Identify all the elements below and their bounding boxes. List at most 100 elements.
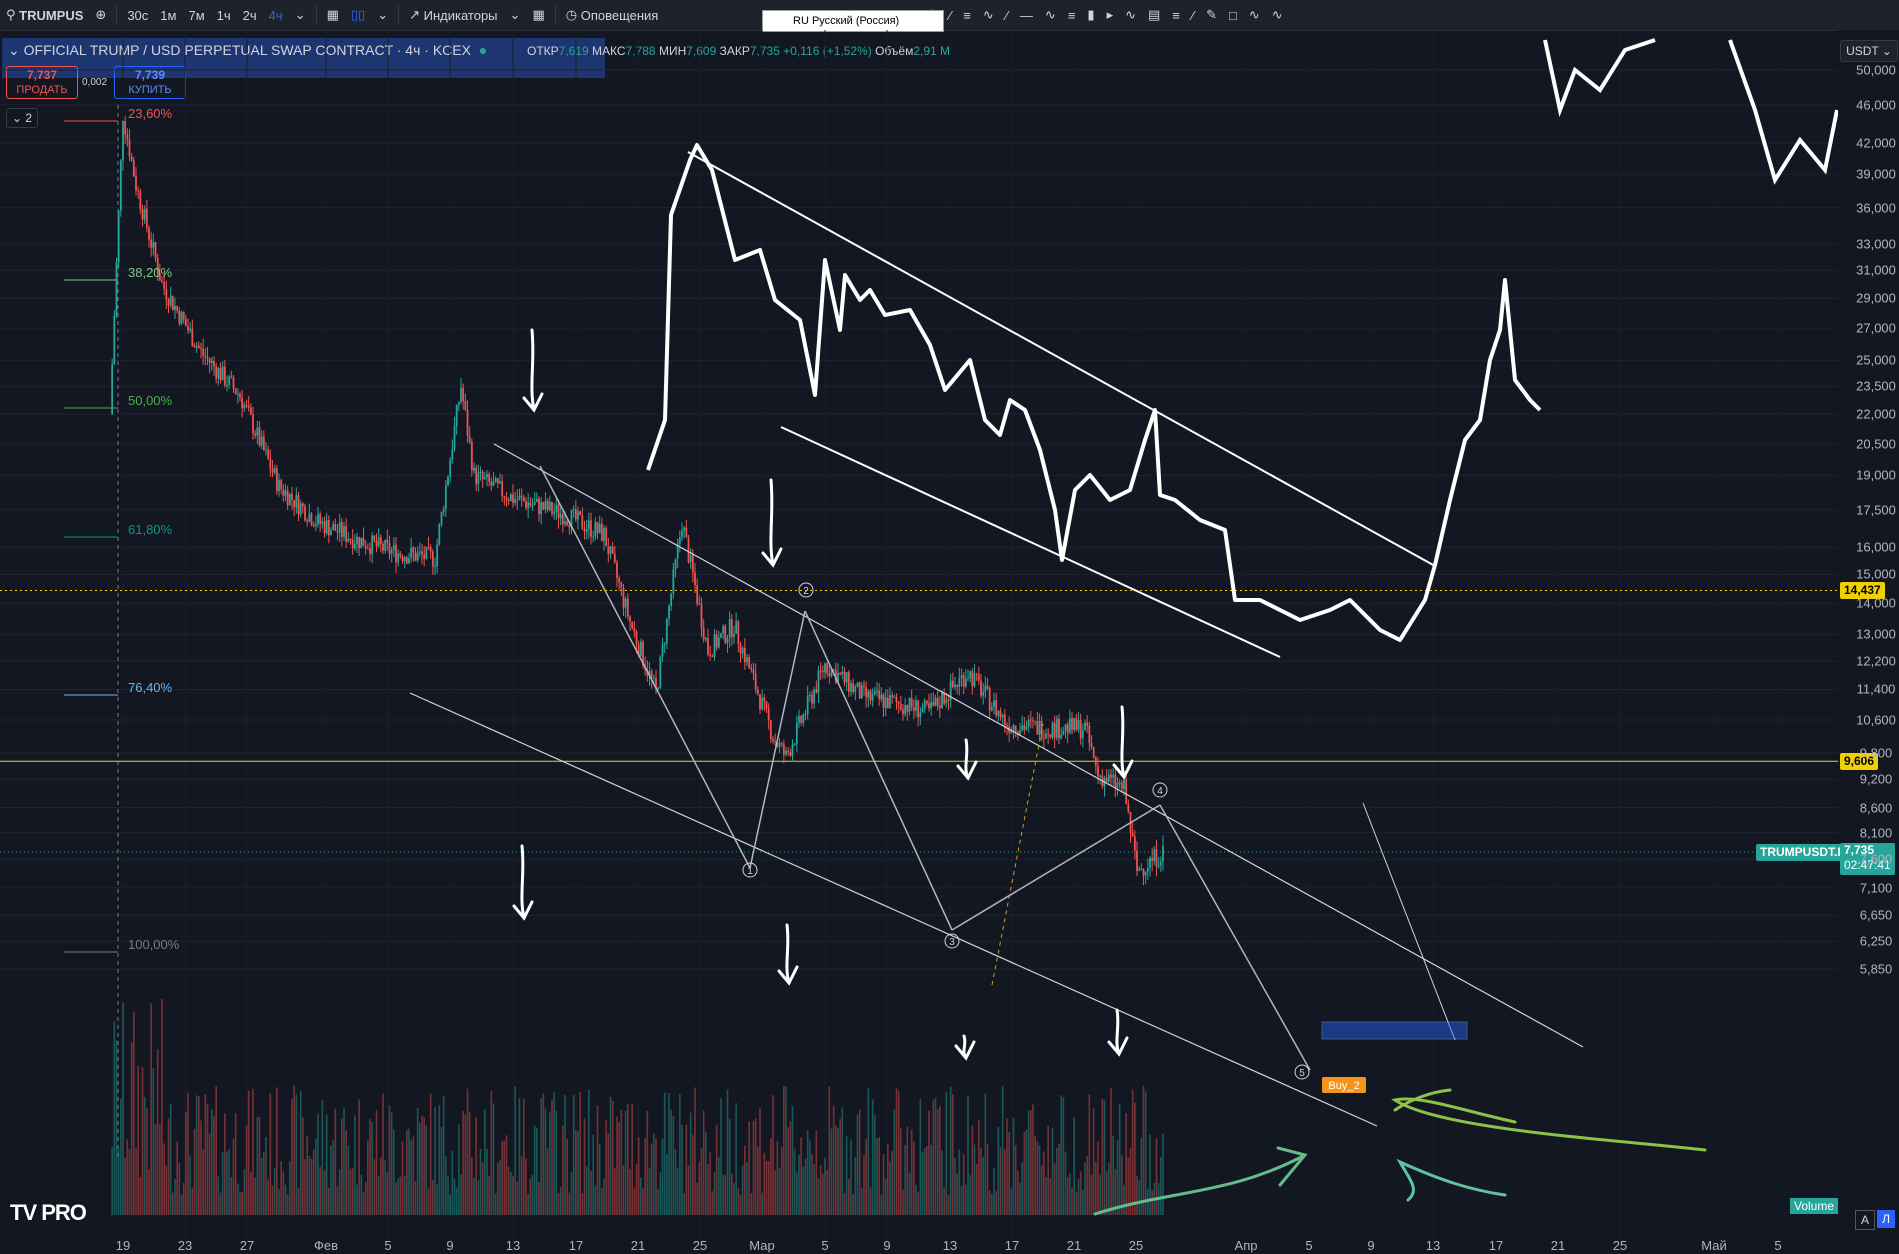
candle-body [852, 683, 855, 692]
candle-body [1003, 714, 1006, 726]
bars-pattern-icon[interactable]: ▮ [1087, 7, 1095, 22]
volume-bar [936, 1109, 939, 1215]
interval-7m[interactable]: 7м [188, 7, 205, 23]
candle-body [210, 360, 213, 363]
fib-icon[interactable]: ≡ [963, 7, 971, 23]
candle-body [1021, 725, 1024, 731]
volume-bar [813, 1163, 815, 1215]
candle-body [184, 319, 187, 327]
volume-bar [124, 1157, 126, 1215]
volume-bar [176, 1141, 178, 1215]
volume-bar [991, 1193, 993, 1215]
candle-body [503, 496, 506, 498]
candle-body [724, 625, 727, 643]
chevron-down-icon[interactable]: ⌄ [294, 7, 306, 22]
volume-bar [672, 1115, 675, 1215]
last-symbol-label: TRUMPUSDT.P [1756, 843, 1850, 861]
volume-bar [668, 1093, 670, 1215]
pattern-icon[interactable]: ∿ [982, 7, 994, 22]
pen-icon[interactable]: ✎ [1206, 7, 1217, 22]
volume-bar [850, 1139, 852, 1215]
candle-body [197, 345, 200, 348]
elliott-icon[interactable]: ∿ [1044, 7, 1056, 22]
add-symbol-icon[interactable]: ⊕ [95, 7, 107, 22]
candle-body [1094, 757, 1097, 767]
candle-body [1051, 722, 1054, 738]
fib-retracement[interactable] [64, 105, 119, 1160]
auto-scale-button[interactable]: A [1855, 1210, 1875, 1230]
volume-bar [709, 1152, 711, 1215]
candle-body [167, 299, 170, 306]
time-tick-label: 9 [883, 1238, 891, 1253]
layouts-icon[interactable]: ▦ [532, 7, 545, 22]
interval-4h[interactable]: 4ч [268, 7, 283, 23]
candle-body [1032, 719, 1034, 721]
interval-30s[interactable]: 30с [127, 7, 149, 23]
candle-body [414, 552, 417, 561]
volume-bar [531, 1174, 534, 1215]
candle-body [542, 502, 545, 510]
log-scale-button[interactable]: Л [1877, 1210, 1895, 1228]
horizontal-line-icon[interactable]: — [1019, 7, 1033, 23]
brush-icon[interactable]: ∕ [1005, 7, 1008, 23]
volume-bar [295, 1094, 298, 1215]
interval-1m[interactable]: 1м [160, 7, 177, 23]
volume-bar [1144, 1091, 1147, 1215]
language-popup[interactable]: RU Русский (Россия) [762, 10, 944, 32]
price-tick-label: 27,000 [1856, 320, 1896, 336]
sell-button[interactable]: 7,737 ПРОДАТЬ [6, 66, 78, 99]
price-axis[interactable] [1838, 30, 1899, 1254]
long-position-icon[interactable]: ▸ [1106, 7, 1114, 22]
ruler-icon[interactable]: ▤ [1148, 7, 1161, 22]
indicator-collapse-button[interactable]: ⌄ 2 [6, 108, 38, 128]
volume-bar [1138, 1180, 1140, 1215]
candle-body [176, 305, 179, 311]
interval-1h[interactable]: 1ч [216, 7, 231, 23]
volume-bar [746, 1161, 748, 1215]
volume-bar [299, 1090, 302, 1215]
trend-line-icon[interactable]: ∕ [949, 7, 952, 23]
projection-icon[interactable]: ∿ [1271, 7, 1283, 22]
candle-body [267, 449, 270, 459]
candle-body [375, 541, 378, 547]
alerts-button[interactable]: ◷ Оповещения [565, 7, 659, 23]
candle-body [130, 156, 133, 161]
indicators-button[interactable]: ↗ Индикаторы [409, 7, 498, 23]
volume-bar [583, 1118, 586, 1215]
channel-icon[interactable]: ≡ [1067, 7, 1076, 23]
price-tick-label: 13,000 [1856, 626, 1896, 642]
horizontal-lines[interactable] [0, 589, 1838, 853]
volume-bar [182, 1183, 185, 1215]
wave-icon[interactable]: ∿ [1125, 7, 1136, 22]
candle-body [936, 697, 939, 706]
candle-body [442, 508, 445, 512]
candles-icon[interactable]: ▯▯ [350, 7, 366, 22]
volume-bar [1140, 1137, 1143, 1215]
volume-bar [174, 1178, 176, 1215]
rectangle-icon[interactable]: □ [1228, 7, 1237, 23]
candle-body [613, 553, 616, 563]
volume-bar [1079, 1171, 1082, 1215]
volume-bar [310, 1158, 313, 1215]
candle-body [880, 694, 883, 700]
wave-label-circle [798, 582, 814, 598]
candle-body [1092, 746, 1095, 758]
path-icon[interactable]: ∕ [1191, 7, 1195, 23]
currency-selector[interactable]: USDT ⌄ [1840, 40, 1898, 62]
candle-body [938, 705, 941, 708]
drawings[interactable]: 1 2 3 4 5 Buy_2 [409, 38, 1838, 1216]
candle-body [620, 582, 623, 588]
volume-bar [347, 1145, 350, 1215]
chevron-down-icon[interactable]: ⌄ [377, 7, 389, 22]
chevron-down-icon[interactable]: ⌄ [509, 7, 521, 22]
volume-bar [230, 1177, 233, 1215]
symbol-search[interactable]: ⚲ TRUMPUS [6, 7, 84, 23]
bar-style-icon[interactable]: ▦ [326, 7, 339, 22]
volume-bar [1004, 1149, 1006, 1215]
legend-collapse-icon[interactable]: ⌄ [8, 42, 24, 58]
fib-level-label: 38,20% [128, 265, 173, 280]
gann-icon[interactable]: ≡ [1172, 7, 1180, 23]
measure-icon[interactable]: ∿ [1248, 7, 1260, 22]
interval-2h[interactable]: 2ч [242, 7, 257, 23]
